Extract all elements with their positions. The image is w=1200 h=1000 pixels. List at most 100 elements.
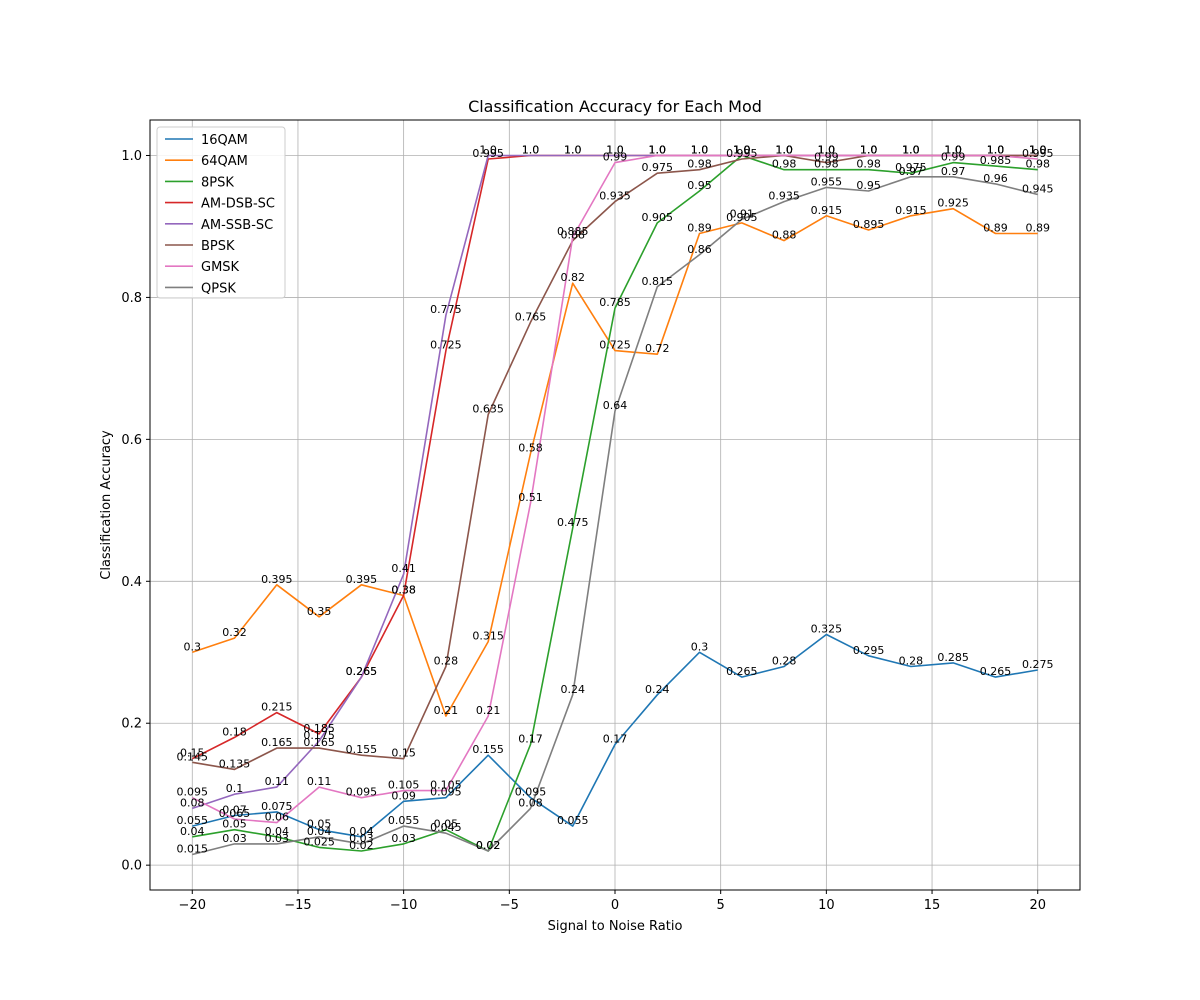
data-label: 0.815 — [642, 275, 674, 288]
data-label: 0.095 — [177, 786, 209, 799]
data-label: 0.17 — [603, 733, 628, 746]
data-label: 0.725 — [599, 339, 631, 352]
data-label: 0.38 — [391, 583, 416, 596]
legend-label: 8PSK — [201, 175, 234, 190]
data-label: 0.11 — [307, 775, 332, 788]
data-label: 1.0 — [564, 143, 582, 156]
data-label: 0.98 — [1025, 158, 1050, 171]
data-label: 1.0 — [860, 143, 878, 156]
data-label: 1.0 — [691, 143, 709, 156]
data-label: 0.21 — [476, 704, 501, 717]
data-label: 0.03 — [391, 832, 416, 845]
data-label: 0.03 — [349, 832, 374, 845]
data-label: 1.0 — [606, 143, 624, 156]
y-tick-label: 0.0 — [121, 859, 142, 874]
series-line-qpsk — [192, 176, 1038, 856]
data-label: 1.0 — [649, 143, 667, 156]
data-label: 0.905 — [726, 211, 758, 224]
x-axis-label: Signal to Noise Ratio — [548, 919, 683, 934]
data-label: 0.89 — [1025, 222, 1050, 235]
data-label: 0.155 — [346, 743, 378, 756]
legend-label: AM-DSB-SC — [201, 197, 275, 212]
data-label: 1.0 — [860, 143, 878, 156]
data-label: 0.915 — [811, 204, 843, 217]
data-label: 1.0 — [944, 143, 962, 156]
data-label: 0.935 — [768, 190, 800, 203]
legend-label: 16QAM — [201, 133, 248, 148]
data-label: 0.045 — [430, 821, 462, 834]
data-label: 0.99 — [941, 151, 966, 164]
legend-box — [156, 126, 286, 299]
data-label: 0.265 — [346, 665, 378, 678]
data-label: 0.895 — [853, 218, 885, 231]
data-label: 0.785 — [599, 296, 631, 309]
data-label: 0.98 — [772, 158, 797, 171]
data-label: 0.88 — [772, 229, 797, 242]
data-label: 0.24 — [560, 683, 585, 696]
data-label: 0.07 — [222, 803, 247, 816]
x-tick-label: 10 — [818, 898, 835, 913]
data-label: 0.04 — [265, 825, 290, 838]
data-label: 1.0 — [564, 143, 582, 156]
data-label: 0.395 — [261, 573, 293, 586]
data-label: 0.05 — [307, 818, 332, 831]
y-tick-label: 0.4 — [121, 575, 142, 590]
data-label: 0.275 — [1022, 658, 1054, 671]
data-label: 0.075 — [261, 800, 293, 813]
data-label: 0.015 — [177, 843, 209, 856]
data-label: 1.0 — [902, 143, 920, 156]
data-label: 1.0 — [860, 143, 878, 156]
y-tick-label: 0.6 — [121, 433, 142, 448]
legend-label: AM-SSB-SC — [201, 218, 273, 233]
data-label: 0.975 — [895, 161, 927, 174]
data-label: 1.0 — [818, 143, 836, 156]
data-label: 0.055 — [557, 814, 589, 827]
legend: 16QAM 64QAM 8PSK AM-DSB-SC AM-SSB-SC BPSK GMSK… — [156, 126, 286, 299]
legend-label: GMSK — [201, 260, 240, 275]
data-label: 0.135 — [219, 757, 251, 770]
data-label: 0.35 — [307, 605, 332, 618]
axis-ticks: −20 −15 −10 −5 0 5 10 15 20 0.0 0.2 0.4 0.6 0.8 1.0 — [121, 149, 1046, 913]
data-label: 0.055 — [388, 814, 420, 827]
data-label: 0.285 — [937, 651, 969, 664]
data-label: 1.0 — [479, 143, 497, 156]
data-label: 0.04 — [180, 825, 205, 838]
data-label: 0.1 — [226, 782, 244, 795]
data-label: 1.0 — [860, 143, 878, 156]
data-label: 0.38 — [391, 583, 416, 596]
data-label: 1.0 — [733, 143, 751, 156]
data-label: 1.0 — [733, 143, 751, 156]
data-label: 0.065 — [219, 807, 251, 820]
data-label: 0.28 — [434, 654, 459, 667]
data-label: 0.935 — [599, 190, 631, 203]
data-label: 0.24 — [645, 683, 670, 696]
data-label: 0.18 — [222, 725, 247, 738]
data-label: 0.3 — [184, 640, 202, 653]
data-label: 0.64 — [603, 399, 628, 412]
data-label: 0.91 — [730, 207, 755, 220]
data-label: 0.475 — [557, 516, 589, 529]
data-label: 0.03 — [222, 832, 247, 845]
data-label: 0.82 — [560, 271, 585, 284]
data-label: 0.095 — [346, 786, 378, 799]
data-label: 1.0 — [775, 143, 793, 156]
y-tick-label: 0.8 — [121, 291, 142, 306]
data-label: 0.165 — [261, 736, 293, 749]
data-label: 0.41 — [391, 562, 416, 575]
legend-label: 64QAM — [201, 154, 248, 169]
series-line-gmsk — [191, 154, 1038, 824]
data-label: 1.0 — [733, 143, 751, 156]
data-label: 0.105 — [388, 779, 420, 792]
data-label: 0.97 — [899, 165, 924, 178]
data-label: 0.995 — [1022, 147, 1054, 160]
data-label: 1.0 — [522, 143, 540, 156]
data-label: 0.905 — [642, 211, 674, 224]
data-label: 0.155 — [472, 743, 504, 756]
x-tick-label: −20 — [179, 898, 206, 913]
data-label: 0.95 — [687, 179, 712, 192]
data-label: 0.17 — [518, 733, 543, 746]
legend-label: BPSK — [201, 239, 235, 254]
data-label: 0.775 — [430, 303, 462, 316]
data-label: 0.185 — [303, 722, 335, 735]
